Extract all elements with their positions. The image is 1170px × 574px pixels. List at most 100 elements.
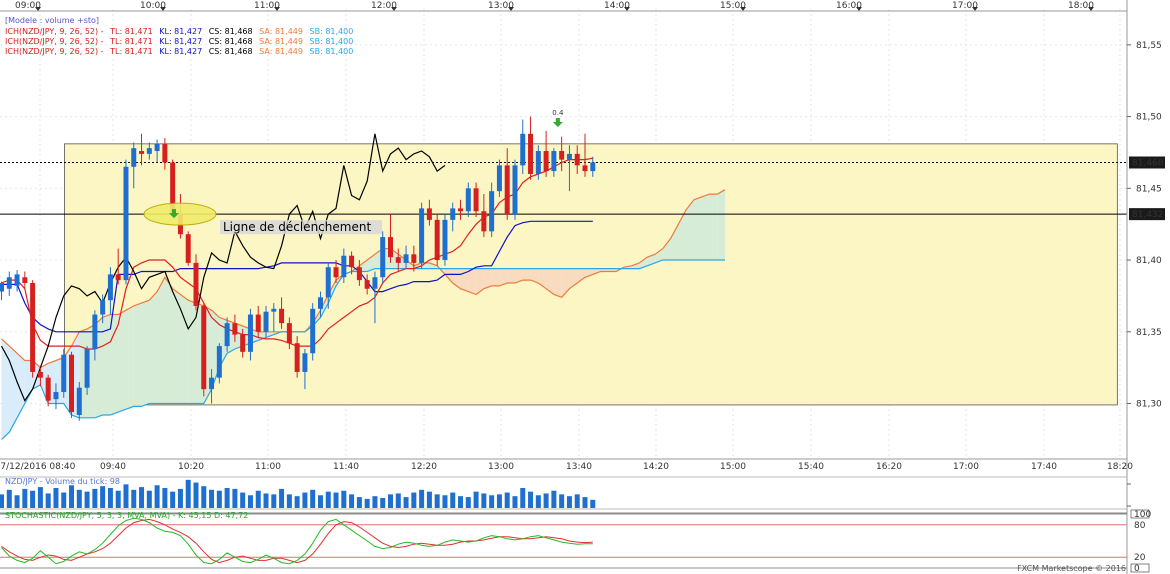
volume-panel	[0, 476, 1131, 510]
volume-bar	[255, 490, 261, 508]
cloud-segment	[686, 199, 694, 261]
volume-bar	[240, 492, 246, 508]
top-time-marker	[624, 7, 630, 11]
bottom-time-label: 12:20	[411, 462, 437, 472]
volume-bar	[349, 494, 355, 508]
legend-tl: TL: 81,471	[109, 47, 153, 56]
trigger-label-box: Ligne de déclenchement	[220, 220, 382, 235]
cloud-segment	[522, 268, 531, 281]
candle-body	[209, 377, 215, 390]
candle-body	[489, 191, 495, 232]
cloud-segment	[530, 268, 539, 283]
svg-text:ICH(NZD/JPY, 9, 26, 52) -: ICH(NZD/JPY, 9, 26, 52) - TL: 81,471 KL:…	[5, 27, 353, 36]
senkou-span-b-line	[1, 259, 725, 440]
candle-body	[232, 323, 238, 335]
legend-sa: SA: 81,449	[259, 37, 303, 46]
cloud-segment	[460, 268, 469, 292]
candle-body	[146, 148, 152, 154]
top-time-label: 17:00	[952, 1, 978, 11]
top-time-label: 12:00	[371, 1, 397, 11]
bottom-time-label: 07/12/2016 08:40	[0, 462, 76, 472]
cloud-segment	[483, 268, 492, 289]
volume-bar	[528, 491, 534, 508]
volume-bar	[146, 490, 152, 508]
volume-bar	[271, 494, 277, 508]
candle-body	[372, 277, 378, 289]
stochastic-title: STOCHASTIC(NZD/JPY, 5, 3, 3, MVA, MVA) -…	[5, 511, 248, 520]
candle-body	[170, 162, 176, 215]
bottom-time-label: 11:00	[255, 462, 281, 472]
volume-bar	[216, 490, 222, 508]
indicator-legend-line-2: ICH(NZD/JPY, 9, 26, 52) - TL: 81,471 KL:…	[5, 37, 353, 46]
top-time-marker	[740, 7, 746, 11]
bottom-time-label: 14:20	[643, 462, 669, 472]
top-time-label: 16:00	[836, 1, 862, 11]
volume-bar	[535, 495, 541, 508]
bottom-time-label: 10:20	[178, 462, 204, 472]
bottom-time-label: 15:40	[798, 462, 824, 472]
candle-body	[240, 334, 246, 352]
cloud-segment	[717, 189, 726, 261]
legend-tl: TL: 81,471	[109, 27, 153, 36]
candle-body	[411, 254, 417, 263]
top-time-label: 18:00	[1068, 1, 1094, 11]
top-time-marker	[856, 7, 862, 11]
top-time-label: 13:00	[488, 1, 514, 11]
volume-bar	[84, 491, 90, 508]
stochastic-k-line	[1, 517, 593, 565]
top-time-label: 10:00	[140, 1, 166, 11]
cloud-segment	[709, 194, 718, 261]
cloud-segment	[367, 254, 375, 272]
stochastic-d-line	[1, 518, 593, 564]
cloud-segment	[320, 294, 329, 318]
cloud-segment	[141, 300, 150, 407]
cloud-segment	[266, 331, 274, 338]
price-tick-label: 81,55	[1136, 41, 1162, 51]
legend-sb: SB: 81,400	[310, 47, 354, 56]
volume-title: NZD/JPY - Volume du tick: 98	[5, 477, 120, 486]
volume-bar	[170, 491, 176, 508]
bottom-time-label: 16:20	[876, 462, 902, 472]
cloud-segment	[592, 268, 601, 275]
cloud-segment	[491, 268, 500, 286]
cloud-segment	[655, 248, 663, 263]
cloud-segment	[1, 338, 10, 440]
candle-body	[551, 151, 557, 172]
candle-body	[559, 151, 565, 160]
candle-body	[139, 151, 145, 154]
top-time-label: 09:00	[15, 1, 41, 11]
cloud-segment	[499, 268, 508, 286]
cloud-segment	[444, 268, 453, 283]
price-tick-label: 81,40	[1136, 256, 1162, 266]
volume-bar	[458, 496, 464, 508]
candle-body	[216, 346, 222, 378]
top-time-marker	[160, 7, 166, 11]
volume-bar	[317, 495, 323, 508]
cloud-segment	[600, 268, 609, 272]
volume-bar	[286, 494, 292, 508]
candle-body	[271, 308, 277, 312]
candle-body	[92, 314, 98, 349]
stochastic-level-tag-bg	[1130, 563, 1150, 573]
candle-body	[115, 274, 121, 281]
volume-bar	[30, 490, 36, 508]
candle-body	[247, 314, 253, 352]
bottom-time-label: 17:00	[953, 462, 979, 472]
candle-body	[61, 354, 67, 393]
cloud-segment	[639, 257, 648, 269]
candle-body	[442, 219, 448, 261]
legend-sa: SA: 81,449	[259, 47, 303, 56]
volume-bar	[263, 493, 269, 508]
legend-kl: KL: 81,427	[159, 37, 202, 46]
candle-body	[6, 277, 12, 289]
candle-body	[317, 297, 323, 309]
indicator-legend-line-3: ICH(NZD/JPY, 9, 26, 52) - TL: 81,471 KL:…	[5, 47, 353, 56]
candle-body	[582, 165, 588, 172]
volume-bar	[473, 491, 479, 508]
candle-body	[512, 165, 518, 215]
candle-body	[465, 188, 471, 212]
cloud-segment	[102, 314, 111, 415]
price-tick-label: 81,35	[1136, 328, 1162, 338]
senkou-span-a-line	[1, 189, 726, 369]
